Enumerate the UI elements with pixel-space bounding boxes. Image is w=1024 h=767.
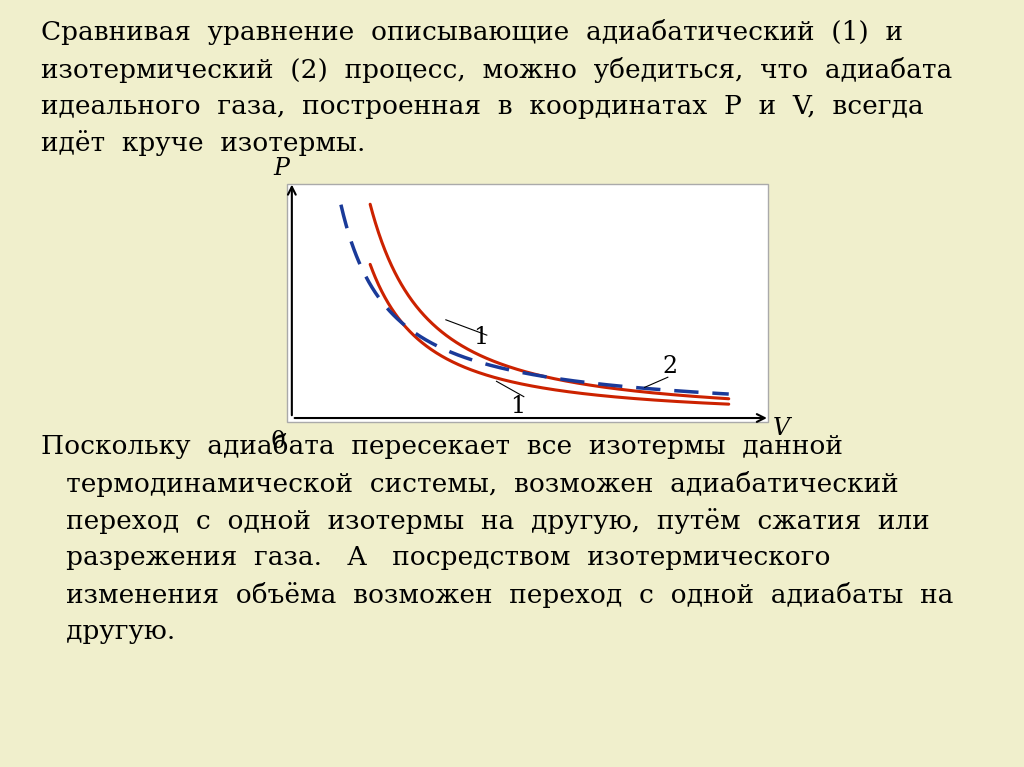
- Text: 1: 1: [473, 326, 488, 349]
- Text: P: P: [273, 157, 289, 180]
- Text: Сравнивая  уравнение  описывающие  адиабатический  (1)  и
изотермический  (2)  п: Сравнивая уравнение описывающие адиабати…: [41, 19, 952, 156]
- Text: 2: 2: [663, 355, 678, 378]
- Bar: [287, 184, 768, 422]
- Text: V: V: [772, 417, 790, 440]
- Text: 0: 0: [270, 430, 286, 453]
- Text: Поскольку  адиабата  пересекает  все  изотермы  данной
   термодинамической  сис: Поскольку адиабата пересекает все изотер…: [41, 433, 953, 644]
- Text: 1: 1: [510, 395, 525, 418]
